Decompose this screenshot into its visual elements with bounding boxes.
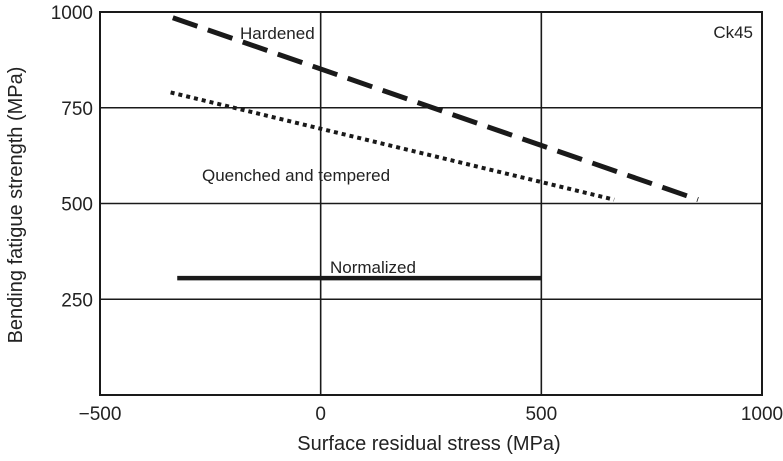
x-axis-title: Surface residual stress (MPa) (297, 433, 560, 455)
y-tick-label-1: 500 (61, 195, 93, 216)
y-tick-label-2: 750 (61, 99, 93, 120)
x-tick-label-2: 500 (525, 404, 557, 425)
series-label-quenched-tempered: Quenched and tempered (202, 166, 390, 185)
plot-frame (99, 11, 763, 396)
series-line-hardened (172, 15, 699, 203)
series-label-hardened: Hardened (240, 24, 315, 43)
series-lines (170, 15, 699, 281)
gridlines (100, 12, 762, 395)
x-tick-label-0: −500 (79, 404, 122, 425)
annotation-ck45: Ck45 (713, 23, 753, 42)
x-tick-label-1: 0 (315, 404, 326, 425)
y-tick-label-0: 250 (61, 290, 93, 311)
x-tick-label-3: 1000 (741, 404, 783, 425)
series-label-normalized: Normalized (330, 258, 416, 277)
tick-labels: −500 0 500 1000 250 500 750 1000 (51, 3, 783, 425)
y-tick-label-3: 1000 (51, 3, 93, 24)
y-axis-title: Bending fatigue strength (MPa) (5, 67, 27, 344)
